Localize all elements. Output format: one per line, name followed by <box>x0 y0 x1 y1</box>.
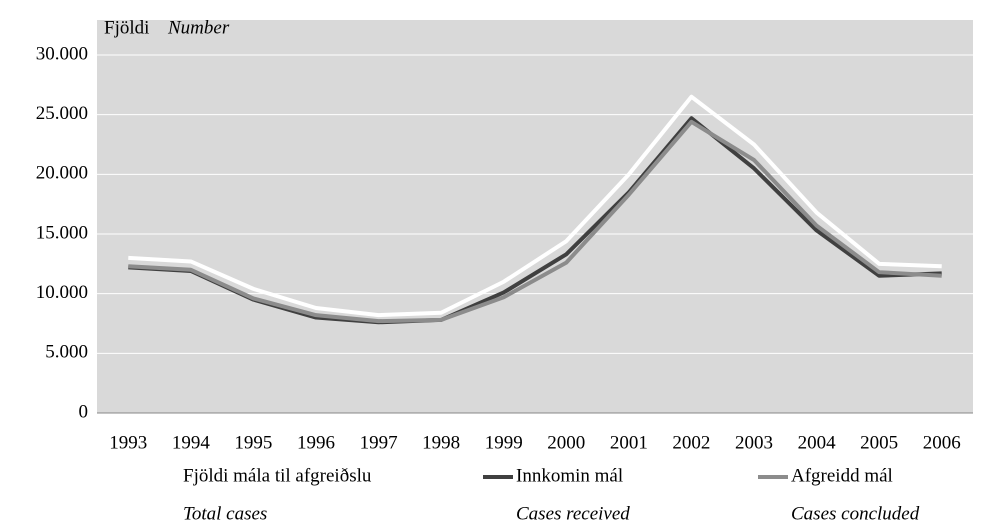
x-tick-label: 2000 <box>547 432 585 453</box>
x-tick-label: 2002 <box>672 432 710 453</box>
legend-label-en: Total cases <box>183 503 267 524</box>
legend-label: Fjöldi mála til afgreiðslu <box>183 465 372 486</box>
series-line <box>128 119 942 324</box>
y-tick-label: 25.000 <box>36 103 88 124</box>
y-tick-label: 10.000 <box>36 282 88 303</box>
x-tick-label: 1995 <box>234 432 272 453</box>
y-axis-label: Fjöldi <box>104 17 149 38</box>
y-tick-label: 5.000 <box>45 342 88 363</box>
x-tick-label: 1996 <box>297 432 335 453</box>
plot-area <box>97 20 973 413</box>
x-tick-label: 2005 <box>860 432 898 453</box>
legend-label: Innkomin mál <box>516 465 623 486</box>
y-tick-label: 15.000 <box>36 222 88 243</box>
legend-label: Afgreidd mál <box>791 465 893 486</box>
x-tick-label: 1997 <box>360 432 398 453</box>
x-tick-label: 2001 <box>610 432 648 453</box>
y-tick-label: 0 <box>79 401 89 422</box>
legend-label-en: Cases received <box>516 503 630 524</box>
x-tick-label: 2003 <box>735 432 773 453</box>
y-tick-label: 30.000 <box>36 43 88 64</box>
x-tick-label: 1994 <box>172 432 211 453</box>
series-line <box>128 94 942 318</box>
x-tick-label: 2004 <box>798 432 837 453</box>
x-tick-label: 1999 <box>485 432 523 453</box>
y-tick-label: 20.000 <box>36 163 88 184</box>
y-axis-label-en: Number <box>167 17 230 38</box>
x-tick-label: 2006 <box>923 432 961 453</box>
x-tick-label: 1998 <box>422 432 460 453</box>
x-tick-label: 1993 <box>109 432 147 453</box>
legend-label-en: Cases concluded <box>791 503 920 524</box>
